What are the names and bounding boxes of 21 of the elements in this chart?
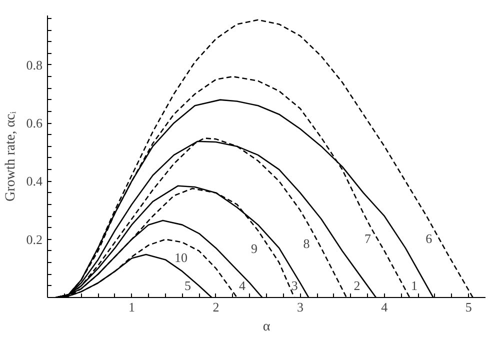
- series-label: 6: [426, 231, 433, 246]
- series-label: 8: [303, 236, 310, 251]
- x-tick-label: 5: [465, 300, 472, 314]
- x-axis-title: α: [262, 320, 271, 334]
- series-label: 2: [354, 278, 360, 293]
- series-label: 10: [174, 250, 188, 265]
- y-tick-label: 0.6: [26, 116, 43, 131]
- x-tick-label: 4: [381, 300, 388, 314]
- series-label: 7: [364, 231, 372, 246]
- series-label: 5: [184, 278, 191, 293]
- x-tick-label: 1: [128, 300, 135, 314]
- series-label: 1: [411, 278, 418, 293]
- series-label: 9: [251, 241, 258, 256]
- series-label: 4: [239, 278, 246, 293]
- series-label: 3: [291, 278, 298, 293]
- x-tick-label: 2: [212, 300, 220, 314]
- y-tick-label: 0.4: [26, 174, 43, 189]
- x-tick-label: 3: [296, 300, 304, 314]
- y-tick-label: 0.8: [26, 57, 42, 72]
- y-axis-title: Growth rate, αcᵢ: [3, 110, 18, 202]
- y-tick-label: 0.2: [26, 232, 42, 247]
